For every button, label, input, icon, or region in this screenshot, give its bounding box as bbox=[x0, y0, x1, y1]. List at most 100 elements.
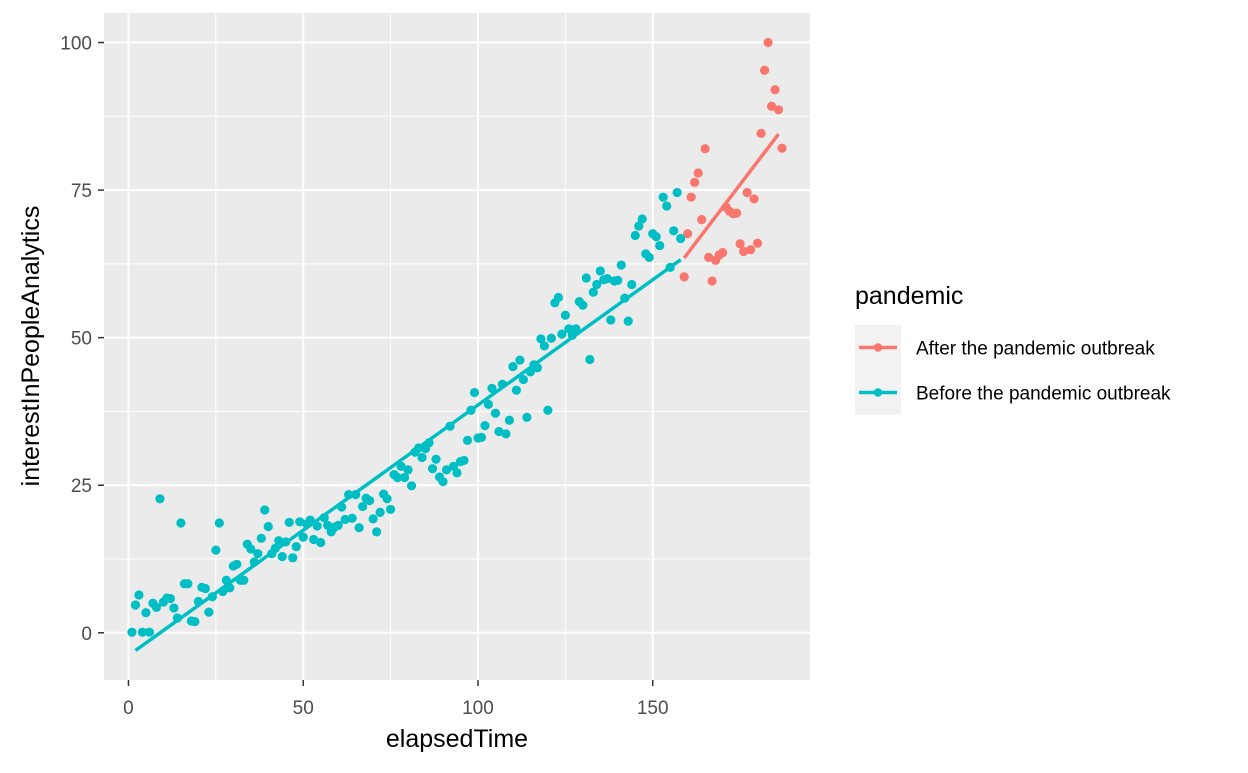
data-point bbox=[183, 579, 193, 589]
legend-key-point bbox=[873, 343, 883, 352]
trend-line bbox=[682, 132, 780, 260]
data-point bbox=[651, 232, 661, 242]
data-point bbox=[155, 494, 165, 504]
data-point bbox=[260, 505, 270, 515]
data-point bbox=[655, 240, 665, 251]
data-point bbox=[476, 432, 487, 443]
data-point bbox=[392, 472, 403, 483]
data-point bbox=[459, 455, 469, 466]
data-point bbox=[522, 412, 532, 422]
data-point bbox=[707, 276, 717, 286]
data-point bbox=[669, 226, 679, 236]
data-point bbox=[200, 583, 210, 594]
data-point bbox=[351, 490, 361, 500]
data-point bbox=[763, 37, 773, 48]
data-point bbox=[770, 85, 780, 95]
data-point bbox=[211, 545, 221, 555]
data-point bbox=[585, 354, 595, 365]
data-point bbox=[438, 477, 448, 487]
data-point bbox=[466, 405, 476, 415]
data-point bbox=[693, 168, 703, 178]
data-point bbox=[417, 452, 427, 463]
data-point bbox=[494, 426, 504, 437]
data-point bbox=[683, 229, 693, 239]
data-point bbox=[756, 128, 766, 139]
data-point bbox=[508, 361, 518, 372]
data-point bbox=[581, 273, 591, 283]
data-point bbox=[742, 187, 752, 198]
data-point bbox=[735, 239, 745, 249]
data-point bbox=[745, 245, 756, 255]
y-axis: 0 25 50 75 100 bbox=[60, 34, 104, 645]
legend-entry-label: Before the pandemic outbreak bbox=[916, 384, 1171, 405]
data-point bbox=[469, 387, 480, 398]
data-point bbox=[766, 101, 777, 111]
data-point bbox=[141, 608, 151, 618]
x-tick-label: 150 bbox=[637, 698, 669, 719]
data-point bbox=[543, 405, 553, 415]
data-point bbox=[165, 593, 176, 604]
data-point bbox=[571, 324, 581, 334]
data-point bbox=[274, 536, 284, 546]
data-point bbox=[483, 399, 494, 409]
legend: pandemic After the pandemic outbreak Befo… bbox=[855, 282, 1171, 415]
data-point bbox=[218, 586, 228, 597]
data-point bbox=[344, 490, 354, 500]
data-point bbox=[452, 468, 462, 478]
data-point bbox=[504, 415, 515, 425]
x-tick-label: 50 bbox=[293, 698, 314, 719]
data-point bbox=[288, 553, 298, 563]
data-point bbox=[333, 520, 343, 530]
data-point bbox=[777, 143, 787, 153]
data-point bbox=[497, 379, 508, 389]
data-point bbox=[319, 513, 329, 523]
data-point bbox=[462, 435, 473, 445]
data-point bbox=[305, 515, 315, 525]
legend-key-point bbox=[873, 388, 883, 397]
data-point bbox=[441, 465, 452, 475]
data-point bbox=[309, 534, 319, 545]
data-point bbox=[536, 334, 546, 344]
data-point bbox=[347, 513, 357, 523]
data-point bbox=[291, 542, 301, 552]
data-point bbox=[676, 233, 686, 244]
legend-entry-label: After the pandemic outbreak bbox=[916, 339, 1155, 360]
data-point bbox=[127, 627, 137, 637]
data-point bbox=[518, 374, 529, 385]
data-point bbox=[281, 537, 291, 547]
grid-minor bbox=[104, 13, 810, 680]
data-point bbox=[704, 252, 714, 262]
data-point bbox=[239, 575, 249, 585]
data-point bbox=[487, 383, 497, 394]
x-tick-label: 0 bbox=[123, 698, 134, 719]
data-point bbox=[718, 248, 728, 258]
x-axis: 0 50 100 150 bbox=[123, 680, 669, 719]
data-point bbox=[253, 549, 263, 559]
data-point bbox=[368, 514, 378, 524]
data-point bbox=[511, 385, 522, 395]
data-point bbox=[490, 408, 501, 418]
data-point bbox=[613, 275, 623, 285]
data-point bbox=[134, 590, 144, 600]
data-point bbox=[546, 333, 556, 343]
y-axis-label: interestInPeopleAnalytics bbox=[17, 206, 45, 487]
data-point bbox=[176, 518, 186, 528]
data-point bbox=[658, 192, 668, 202]
data-point bbox=[690, 177, 700, 188]
data-point bbox=[316, 537, 326, 548]
data-point bbox=[480, 420, 490, 431]
y-tick-label: 100 bbox=[60, 34, 92, 55]
data-point bbox=[539, 341, 549, 351]
data-point bbox=[501, 429, 511, 439]
data-point bbox=[312, 521, 322, 531]
data-point bbox=[340, 514, 350, 525]
data-point bbox=[232, 559, 242, 569]
data-point bbox=[602, 274, 612, 284]
data-point bbox=[372, 527, 382, 537]
data-point bbox=[588, 287, 598, 297]
data-point bbox=[151, 602, 162, 612]
x-tick-label: 100 bbox=[462, 698, 494, 719]
data-point bbox=[382, 494, 392, 504]
data-point bbox=[431, 454, 441, 464]
